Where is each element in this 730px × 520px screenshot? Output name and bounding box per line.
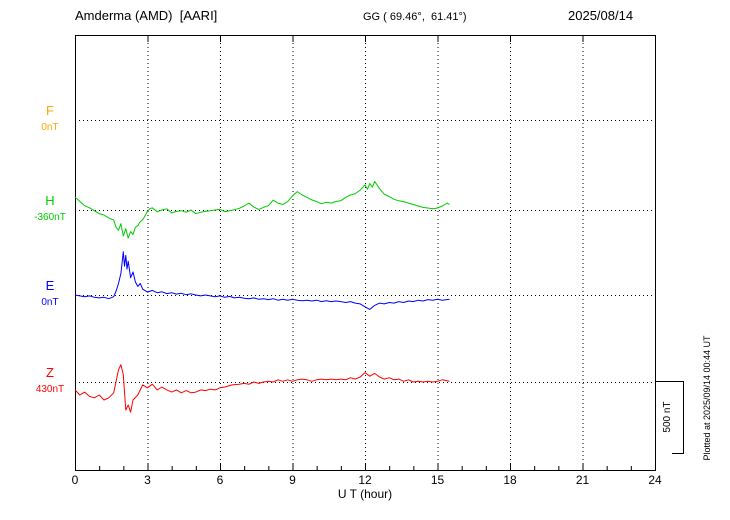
trace-Z [74,364,450,413]
component-letter-F: F [46,103,54,118]
station-title: Amderma (AMD) [AARI] [75,8,218,23]
plot-date: 2025/08/14 [568,8,634,23]
plot-dynamic-layer [74,35,656,470]
x-tick-label-0: 0 [71,473,79,487]
component-letter-H: H [45,193,55,208]
component-letter-Z: Z [46,365,54,380]
component-baseline-value-E: 0nT [41,297,59,308]
geographic-coordinates: GG ( 69.46°, 61.41°) [363,11,467,23]
x-tick-label-24: 24 [648,473,662,487]
x-tick-label-21: 21 [575,473,590,487]
trace-H [74,181,450,239]
plotted-timestamp-note: Plotted at 2025/09/14 00:44 UT [702,335,712,461]
component-baseline-value-F: 0nT [41,122,59,133]
component-baseline-value-Z: 430nT [35,384,65,395]
scale-bar [655,381,684,454]
x-tick-label-3: 3 [144,473,151,487]
x-tick-label-18: 18 [503,473,517,487]
scale-bar-label: 500 nT [662,401,673,433]
x-tick-label-6: 6 [216,473,224,487]
x-tick-label-12: 12 [358,473,372,487]
x-axis-label: U T (hour) [337,487,393,501]
trace-E [74,251,450,310]
plot-frame [75,35,656,471]
x-tick-label-9: 9 [289,473,296,487]
x-tick-label-15: 15 [430,473,445,487]
component-letter-E: E [45,278,55,293]
component-baseline-value-H: -360nT [34,212,66,223]
